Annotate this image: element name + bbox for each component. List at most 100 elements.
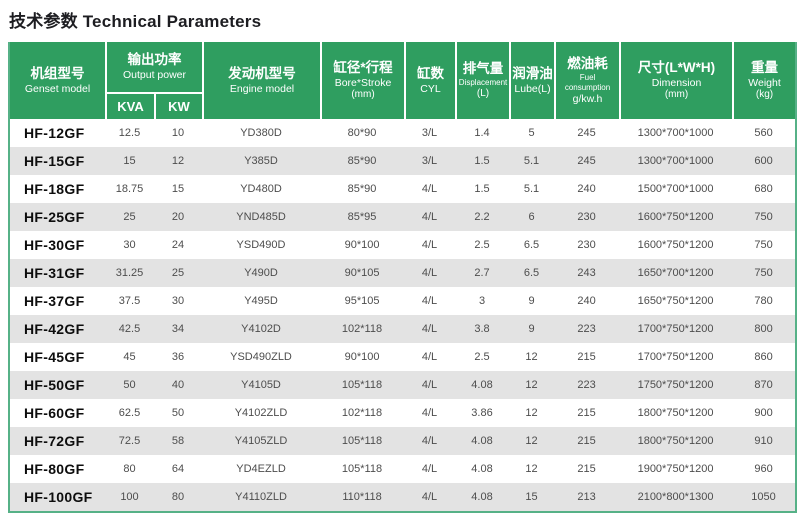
displacement-header-en: Displacement [458,77,508,87]
col-header-kva: KVA [105,92,154,119]
cell-weight: 1050 [751,491,776,503]
cell-genset-model: HF-25GF [24,209,85,225]
cell-kva: 42.5 [118,323,141,335]
col-header-output-power: 输出功率 Output power [105,42,203,92]
cell-dimension: 1900*750*1200 [637,463,714,475]
cell-weight: 960 [754,463,773,475]
cell-dimension: 1700*750*1200 [637,323,714,335]
cell-displacement: 3.8 [474,323,490,335]
cell-genset-model: HF-45GF [24,349,85,365]
cell-cyl: 3/L [421,127,438,139]
table-row: HF-45GF 45 36 YSD490ZLD 90*100 4/L 2.5 1… [10,343,796,371]
dimension-header-unit: (mm) [664,89,689,101]
fuel-header-zh: 燃油耗 [567,55,608,71]
cell-lube: 15 [525,491,538,503]
cell-fuel-consumption: 243 [577,267,596,279]
cell-weight: 780 [754,295,773,307]
displacement-header-zh: 排气量 [462,61,504,77]
cell-kw: 20 [171,211,185,223]
dimension-header-zh: 尺寸(L*W*H) [637,59,716,75]
cyl-header-en: CYL [420,82,441,95]
table-row: HF-100GF 100 80 Y4110ZLD 110*118 4/L 4.0… [10,483,796,511]
cell-fuel-consumption: 215 [577,435,596,447]
cell-fuel-consumption: 223 [577,379,596,391]
cell-displacement: 1.4 [474,127,490,139]
cell-lube: 12 [525,407,538,419]
cell-genset-model: HF-72GF [24,433,85,449]
cell-lube: 6.5 [523,239,540,251]
cell-cyl: 4/L [421,379,438,391]
cyl-header-zh: 缸数 [417,65,445,81]
cell-bore-stroke: 90*100 [344,351,380,363]
cell-lube: 9 [528,295,535,307]
cell-lube: 5.1 [523,183,540,195]
cell-kva: 62.5 [118,407,141,419]
cell-fuel-consumption: 213 [577,491,596,503]
col-header-displacement: 排气量 Displacement (L) [455,42,510,119]
cell-lube: 12 [525,435,538,447]
table-row: HF-37GF 37.5 30 Y495D 95*105 4/L 3 9 240… [10,287,796,315]
cell-kva: 37.5 [118,295,141,307]
cell-bore-stroke: 90*105 [344,267,380,279]
col-header-fuel-consumption: 燃油耗 Fuel consumption g/kw.h [554,42,620,119]
output-header-en: Output power [122,69,187,82]
cell-kw: 40 [171,379,185,391]
cell-bore-stroke: 85*95 [347,211,377,223]
cell-cyl: 4/L [421,295,438,307]
weight-header-zh: 重量 [751,59,779,75]
cell-cyl: 4/L [421,211,438,223]
cell-dimension: 1800*750*1200 [637,407,714,419]
cell-genset-model: HF-42GF [24,321,85,337]
engine-header-zh: 发动机型号 [228,65,296,81]
cell-genset-model: HF-31GF [24,265,85,281]
fuel-header-unit: g/kw.h [572,92,603,105]
cell-kva: 25 [123,211,136,223]
cell-cyl: 4/L [421,463,438,475]
cell-engine-model: YD4EZLD [236,463,286,475]
table-row: HF-80GF 80 64 YD4EZLD 105*118 4/L 4.08 1… [10,455,796,483]
cell-bore-stroke: 102*118 [341,407,383,419]
cell-dimension: 1700*750*1200 [637,351,714,363]
cell-engine-model: Y4102D [241,323,281,335]
displacement-header-unit: (L) [476,87,490,99]
cell-lube: 6 [528,211,535,223]
cell-cyl: 4/L [421,183,438,195]
cell-kw: 50 [171,407,185,419]
cell-engine-model: Y490D [244,267,278,279]
cell-displacement: 2.5 [474,239,490,251]
cell-engine-model: YSD490D [236,239,286,251]
cell-kva: 15 [123,155,136,167]
cell-cyl: 4/L [421,491,438,503]
cell-kva: 80 [123,463,136,475]
bore-header-en: Bore*Stroke [334,76,392,89]
cell-fuel-consumption: 230 [577,239,596,251]
cell-displacement: 2.5 [474,351,490,363]
cell-weight: 870 [754,379,773,391]
table-border-frame: 机组型号 Genset model 输出功率 Output power 发动机型… [8,42,797,513]
cell-weight: 600 [754,155,773,167]
bore-header-unit: (mm) [351,89,375,101]
cell-displacement: 4.08 [471,379,493,391]
cell-kw: 25 [171,267,185,279]
cell-kva: 31.25 [115,267,144,279]
cell-fuel-consumption: 240 [577,295,596,307]
cell-weight: 750 [754,239,773,251]
cell-bore-stroke: 80*90 [347,127,377,139]
cell-fuel-consumption: 215 [577,351,596,363]
cell-bore-stroke: 85*90 [347,183,377,195]
cell-bore-stroke: 105*118 [341,435,383,447]
cell-genset-model: HF-12GF [24,125,85,141]
cell-engine-model: YD380D [240,127,282,139]
lube-header-en: Lube(L) [514,82,551,95]
cell-dimension: 1650*750*1200 [637,295,714,307]
cell-weight: 560 [754,127,773,139]
cell-fuel-consumption: 230 [577,211,596,223]
cell-fuel-consumption: 215 [577,407,596,419]
cell-cyl: 4/L [421,351,438,363]
cell-engine-model: YSD490ZLD [230,351,292,363]
cell-genset-model: HF-30GF [24,237,85,253]
cell-dimension: 1650*700*1200 [637,267,714,279]
cell-cyl: 4/L [421,435,438,447]
page-title: 技术参数 Technical Parameters [9,12,262,31]
